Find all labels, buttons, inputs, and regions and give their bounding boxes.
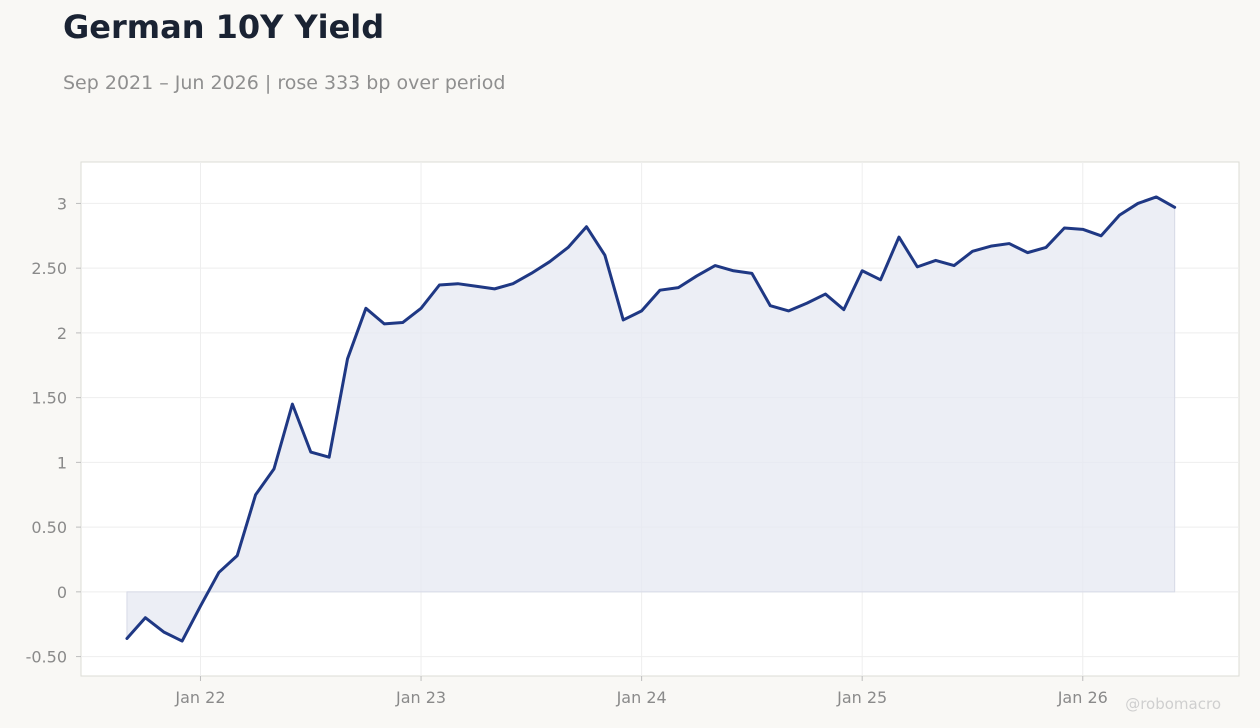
y-tick-label: 2 [57,324,67,343]
x-tick-label: Jan 25 [836,688,887,707]
data-point [823,292,827,296]
y-tick-label: -0.50 [26,648,67,667]
x-tick-label: Jan 26 [1057,688,1108,707]
data-point [1173,205,1177,209]
y-tick-label: 0.50 [31,518,67,537]
data-point [1062,226,1066,230]
data-point [125,636,129,640]
data-point [437,283,441,287]
x-tick-label: Jan 23 [395,688,446,707]
series-line [125,195,1177,643]
data-point [805,301,809,305]
data-point [658,288,662,292]
data-point [566,245,570,249]
data-point [364,306,368,310]
data-point [952,264,956,268]
data-point [1026,251,1030,255]
data-point [1099,234,1103,238]
data-point [768,304,772,308]
data-point [1154,195,1158,199]
data-point [621,318,625,322]
y-tick-label: 0 [57,583,67,602]
data-point [1044,245,1048,249]
data-point [732,269,736,273]
data-point [1007,242,1011,246]
data-point [235,554,239,558]
data-point [511,282,515,286]
data-point [584,225,588,229]
data-point [842,308,846,312]
y-tick-label: 3 [57,194,67,213]
data-point [787,309,791,313]
data-point [970,249,974,253]
watermark: @robomacro [1125,695,1221,713]
data-point [198,604,202,608]
data-point [493,287,497,291]
data-point [548,260,552,264]
x-axis-ticks: Jan 22 Jan 23 Jan 24 Jan 25 Jan 26 [174,676,1108,707]
data-point [180,639,184,643]
data-point [162,630,166,634]
data-point [456,282,460,286]
data-point [290,402,294,406]
data-point [382,322,386,326]
data-point [474,284,478,288]
data-point [327,455,331,459]
y-axis-ticks: -0.50 0 0.50 1 1.50 2 2.50 3 [26,194,81,667]
data-point [1118,213,1122,217]
chart-title: German 10Y Yield [63,8,385,46]
y-tick-label: 2.50 [31,259,67,278]
data-point [143,616,147,620]
data-point [897,235,901,239]
data-point [713,264,717,268]
chart-subtitle: Sep 2021 – Jun 2026 | rose 333 bp over p… [63,72,506,94]
data-point [860,269,864,273]
data-point [1081,227,1085,231]
data-point [309,450,313,454]
x-tick-label: Jan 22 [174,688,225,707]
data-point [640,309,644,313]
data-point [934,258,938,262]
data-point [217,570,221,574]
data-point [879,278,883,282]
data-point [750,271,754,275]
y-tick-label: 1 [57,453,67,472]
data-point [1136,201,1140,205]
data-point [989,244,993,248]
data-point [603,253,607,257]
y-tick-label: 1.50 [31,389,67,408]
data-point [419,306,423,310]
data-point [695,274,699,278]
data-point [676,286,680,290]
data-point [529,271,533,275]
data-point [272,467,276,471]
x-tick-label: Jan 24 [616,688,667,707]
data-point [346,357,350,361]
data-point [254,493,258,497]
data-point [401,321,405,325]
data-point [915,265,919,269]
